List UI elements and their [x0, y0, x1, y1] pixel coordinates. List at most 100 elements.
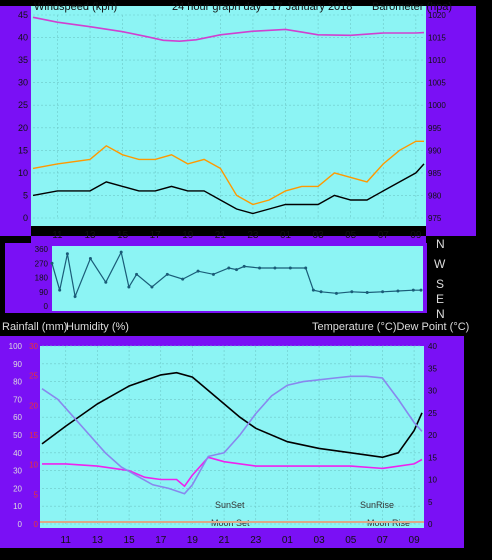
wind-direction-line	[51, 250, 421, 299]
hour-tick-label: 21	[215, 230, 227, 241]
wind-tick-label: 10	[18, 168, 28, 178]
wind-direction-point	[88, 257, 92, 260]
hour-tick-label: 01	[282, 535, 294, 546]
wind-tick-label: 20	[18, 123, 28, 133]
direction-tick-label: 0	[44, 302, 49, 311]
rainfall-tick-label: 30	[29, 342, 38, 351]
hour-tick-label: 23	[250, 535, 262, 546]
wind-axis-frame	[0, 6, 31, 236]
humidity-tick-label: 30	[13, 467, 22, 476]
humidity-tick-label: 80	[13, 378, 22, 387]
wind-tick-label: 0	[23, 213, 28, 223]
wind-direction-point	[211, 272, 215, 276]
wind-gust-line	[32, 140, 424, 206]
wind-direction-point	[235, 268, 238, 272]
hour-tick-label: 03	[314, 535, 326, 546]
humidity-tick-label: 100	[9, 342, 23, 351]
temperature-tick-label: 20	[428, 431, 437, 440]
pressure-tick-label: 1015	[428, 34, 446, 43]
wind-direction-point	[396, 289, 400, 293]
temperature-tick-label: 0	[428, 520, 433, 529]
direction-tick-label: 270	[35, 259, 49, 268]
sunrise-label: SunRise	[360, 500, 394, 510]
compass-s: S	[436, 277, 444, 291]
pressure-tick-label: 990	[428, 146, 442, 155]
hour-tick-label: 15	[117, 230, 129, 241]
hour-tick-label: 09	[409, 535, 421, 546]
humidity-axis-title: Humidity (%)	[66, 321, 129, 333]
pressure-tick-label: 1020	[428, 11, 446, 20]
pressure-tick-label: 1000	[428, 101, 446, 110]
direction-tick-label: 360	[35, 245, 49, 254]
temperature-tick-label: 5	[428, 498, 433, 507]
humidity-tick-label: 50	[13, 431, 22, 440]
temperature-line	[41, 371, 423, 459]
wind-tick-label: 45	[18, 10, 28, 20]
hour-tick-label: 11	[52, 230, 63, 241]
wind-direction-point	[181, 277, 185, 281]
wind-direction-point	[411, 288, 415, 292]
temperature-axis-frame	[424, 336, 464, 548]
humidity-tick-label: 0	[18, 520, 23, 529]
temperature-tick-label: 15	[428, 453, 437, 462]
temperature-tick-label: 35	[428, 364, 437, 373]
wind-average-line	[32, 163, 425, 215]
hour-tick-label: 09	[410, 230, 422, 241]
compass-n-bottom: N	[436, 307, 445, 321]
wind-direction-point	[196, 269, 200, 273]
wind-direction-point	[127, 285, 131, 289]
hour-tick-label: 19	[187, 535, 199, 546]
barometer-line	[32, 16, 425, 43]
temperature-tick-label: 25	[428, 409, 437, 418]
rainfall-tick-label: 25	[29, 372, 38, 381]
wind-direction-point	[119, 250, 123, 254]
rainfall-tick-label: 15	[29, 431, 38, 440]
pressure-tick-label: 1010	[428, 56, 446, 65]
wind-direction-point	[288, 266, 292, 270]
hour-tick-label: 13	[92, 535, 104, 546]
wind-tick-label: 15	[18, 145, 28, 155]
hour-tick-label: 15	[124, 535, 136, 546]
dew-point-line	[42, 456, 423, 488]
wind-direction-point	[319, 290, 323, 294]
pressure-tick-label: 1005	[428, 79, 446, 88]
compass-e: E	[436, 292, 444, 306]
wind-panel	[31, 6, 426, 226]
sunset-label: SunSet	[215, 500, 245, 510]
temperature-tick-label: 40	[428, 342, 437, 351]
hour-tick-label: 13	[84, 230, 96, 241]
hour-tick-label: 07	[377, 535, 389, 546]
hour-tick-label: 05	[345, 230, 357, 241]
compass-w: W	[434, 257, 446, 271]
wind-tick-label: 35	[18, 55, 28, 65]
wind-direction-point	[334, 291, 338, 295]
pressure-tick-label: 980	[428, 191, 442, 200]
upper-xaxis-frame	[31, 236, 426, 246]
wind-direction-point	[135, 272, 139, 276]
wind-direction-point	[65, 252, 69, 256]
hour-tick-label: 23	[247, 230, 259, 241]
wind-direction-point	[365, 291, 369, 295]
wind-direction-point	[311, 288, 315, 292]
hour-tick-label: 21	[219, 535, 231, 546]
humidity-line	[41, 375, 423, 495]
wind-grid	[33, 14, 424, 219]
humidity-axis-frame	[0, 336, 40, 548]
wind-direction-point	[304, 266, 308, 270]
wind-direction-point	[104, 280, 108, 284]
pressure-axis-frame	[426, 6, 476, 236]
hour-tick-label: 17	[155, 535, 167, 546]
pressure-tick-label: 995	[428, 124, 442, 133]
pressure-tick-label: 975	[428, 214, 442, 223]
temperature-tick-label: 10	[428, 476, 437, 485]
wind-tick-label: 25	[18, 100, 28, 110]
rainfall-axis-title: Rainfall (mm)	[2, 321, 67, 333]
hour-tick-label: 07	[378, 230, 390, 241]
barometer-axis-title: Barometer (hpa)	[372, 1, 452, 13]
humidity-tick-label: 90	[13, 360, 22, 369]
rainfall-tick-label: 0	[34, 520, 39, 529]
wind-tick-label: 30	[18, 78, 28, 88]
temperature-tick-label: 30	[428, 387, 437, 396]
